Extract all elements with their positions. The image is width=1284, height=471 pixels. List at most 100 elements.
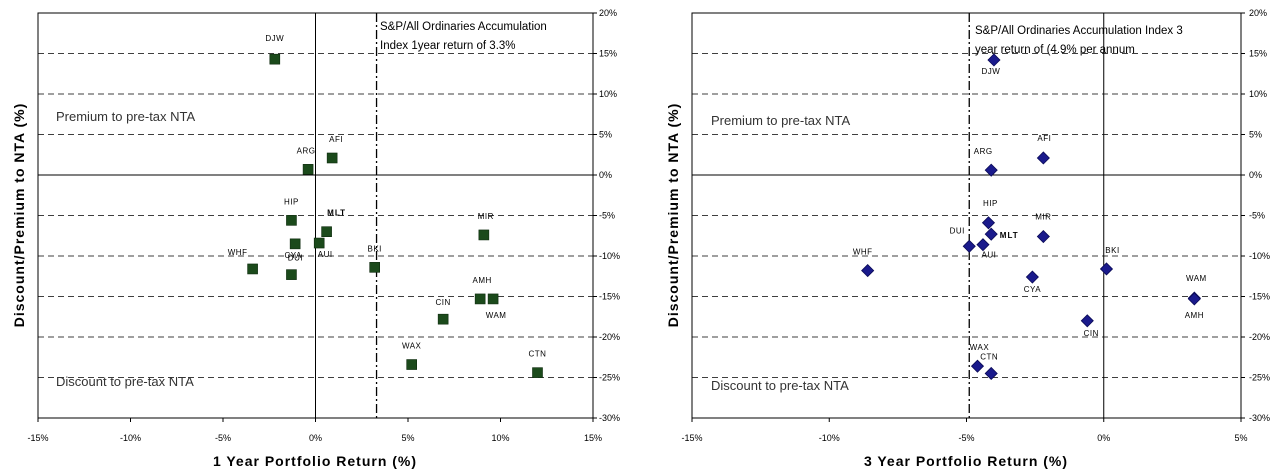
point-label-cin: CIN: [436, 298, 451, 307]
data-point-dui: [286, 269, 297, 280]
y-tick-label: 5%: [599, 130, 612, 140]
point-label-arg: ARG: [974, 147, 993, 156]
point-label-cya: CYA: [1024, 285, 1042, 294]
data-point-wax: [406, 359, 418, 370]
point-label-mlt: MLT: [1000, 231, 1019, 240]
data-point-hip: [286, 215, 297, 226]
x-tick-label: 5%: [401, 433, 414, 443]
point-label-wax: WAX: [402, 342, 422, 351]
index-annotation: Index 1year return of 3.3%: [380, 40, 516, 52]
point-label-hip: HIP: [983, 199, 998, 208]
y-tick-label: 0%: [1249, 170, 1262, 180]
data-point-aui: [313, 237, 325, 249]
data-point-afi: [326, 152, 338, 164]
data-point-ctn: [984, 366, 998, 381]
point-label-mir: MIR: [478, 212, 494, 221]
point-label-mlt: MLT: [327, 209, 346, 218]
x-tick-label: -5%: [958, 433, 974, 443]
data-point-mlt: [984, 227, 998, 241]
data-point-mir: [478, 229, 490, 241]
data-point-arg: [302, 164, 314, 175]
point-label-cya: CYA: [284, 251, 302, 260]
data-point-mlt: [321, 226, 332, 237]
x-tick-label: 0%: [1097, 433, 1110, 443]
data-point-bki: [369, 262, 381, 273]
point-label-arg: ARG: [297, 146, 316, 155]
x-tick-label: 5%: [1234, 433, 1247, 443]
data-point-wax: [970, 359, 985, 373]
data-point-cya: [1025, 270, 1039, 284]
data-point-bki: [1099, 262, 1114, 276]
point-label-dui: DUI: [950, 226, 965, 235]
point-label-afi: AFI: [1037, 134, 1051, 143]
x-tick-label: -15%: [681, 433, 702, 443]
premium-region-label: Premium to pre-tax NTA: [711, 113, 851, 128]
y-tick-label: -25%: [599, 373, 620, 383]
index-annotation: S&P/All Ordinaries Accumulation: [380, 21, 547, 33]
data-point-cin: [437, 313, 449, 325]
y-tick-label: -15%: [599, 292, 620, 302]
data-point-cin: [1080, 314, 1094, 328]
y-tick-label: -10%: [599, 251, 620, 261]
point-label-hip: HIP: [284, 197, 299, 206]
y-tick-label: 15%: [1249, 49, 1267, 59]
point-label-aui: AUI: [318, 250, 333, 259]
data-point-mir: [1036, 229, 1050, 244]
index-annotation: year return of (4.9% per annum: [975, 44, 1135, 56]
discount-region-label: Discount to pre-tax NTA: [711, 378, 849, 393]
data-point-dui: [962, 239, 976, 253]
point-label-afi: AFI: [329, 135, 343, 144]
point-label-mir: MIR: [1035, 213, 1051, 222]
data-point-amh: [1187, 292, 1201, 306]
y-tick-label: -30%: [1249, 413, 1270, 423]
data-point-wam: [487, 293, 499, 305]
x-tick-label: -5%: [215, 433, 231, 443]
data-point-afi: [1036, 151, 1050, 165]
y-axis-title: Discount/Premium to NTA (%): [665, 103, 681, 328]
point-label-djw: DJW: [982, 67, 1001, 76]
x-tick-label: -10%: [819, 433, 840, 443]
premium-region-label: Premium to pre-tax NTA: [56, 109, 196, 124]
point-label-whf: WHF: [853, 248, 873, 257]
y-tick-label: 5%: [1249, 130, 1262, 140]
data-point-whf: [247, 263, 258, 275]
point-label-dui: DUI: [288, 254, 303, 263]
point-label-djw: DJW: [265, 34, 284, 43]
x-tick-label: -10%: [120, 433, 141, 443]
data-point-hip: [981, 216, 996, 230]
x-axis-title: 3 Year Portfolio Return (%): [864, 453, 1068, 469]
point-label-amh: AMH: [1185, 311, 1204, 320]
data-point-arg: [984, 163, 998, 177]
x-tick-label: 10%: [491, 433, 509, 443]
x-tick-label: -15%: [27, 433, 48, 443]
y-tick-label: -30%: [599, 413, 620, 423]
point-label-ctn: CTN: [980, 352, 998, 361]
y-tick-label: -5%: [1249, 211, 1265, 221]
y-tick-label: 10%: [1249, 89, 1267, 99]
point-label-aui: AUI: [982, 251, 997, 260]
point-label-ctn: CTN: [529, 350, 547, 359]
point-label-bki: BKI: [367, 244, 381, 253]
discount-region-label: Discount to pre-tax NTA: [56, 374, 194, 389]
y-tick-label: -10%: [1249, 251, 1270, 261]
y-tick-label: 10%: [599, 89, 617, 99]
chart-2: 20% 15% 10% 5% 0% -5% -10% -15% -20% -25% -30% -15%…: [665, 8, 1270, 469]
y-tick-label: 20%: [1249, 8, 1267, 18]
chart-1: 20% 15% 10% 5% 0% -5% -10% -15% -20% -25% -30% -15%…: [11, 8, 620, 469]
y-tick-label: -25%: [1249, 373, 1270, 383]
data-point-ctn: [532, 367, 543, 378]
data-point-whf: [861, 264, 875, 278]
data-point-cya: [289, 238, 301, 250]
point-label-wam: WAM: [1186, 274, 1207, 283]
index-annotation: S&P/All Ordinaries Accumulation Index 3: [975, 25, 1183, 37]
y-tick-label: -20%: [1249, 332, 1270, 342]
point-label-wax: WAX: [970, 343, 990, 352]
x-tick-label: 0%: [309, 433, 322, 443]
point-label-wam: WAM: [486, 311, 507, 320]
data-point-amh: [474, 293, 486, 305]
y-tick-label: 20%: [599, 8, 617, 18]
point-label-whf: WHF: [228, 248, 248, 257]
x-tick-label: 15%: [584, 433, 602, 443]
data-point-djw: [269, 53, 281, 65]
